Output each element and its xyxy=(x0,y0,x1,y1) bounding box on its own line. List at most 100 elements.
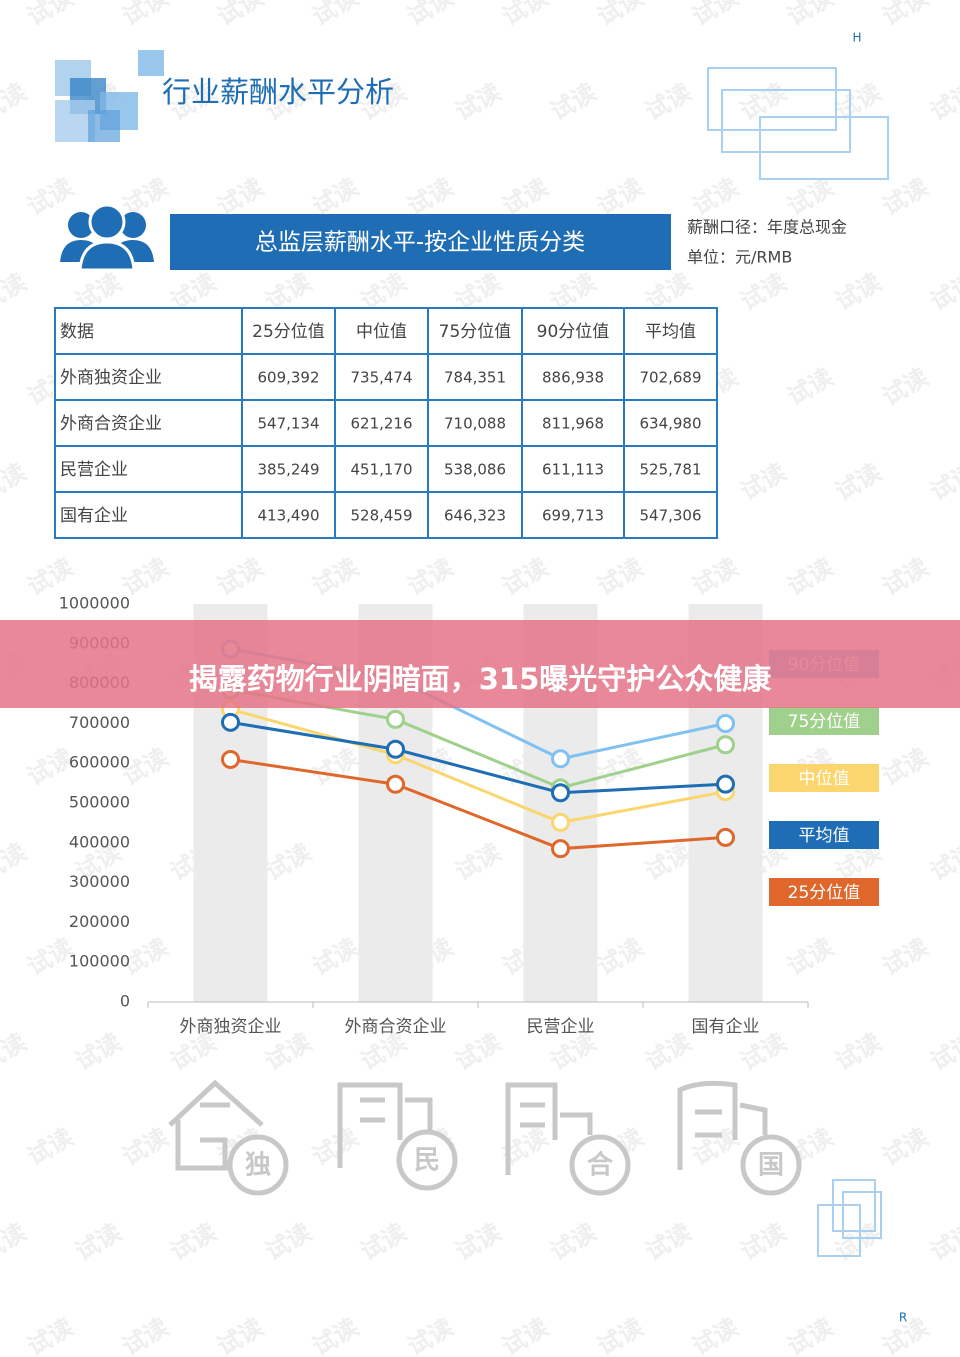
watermark: 试读 xyxy=(593,1313,649,1357)
watermark: 试读 xyxy=(71,1028,127,1076)
watermark: 试读 xyxy=(261,838,317,886)
watermark: 试读 xyxy=(498,1313,554,1357)
watermark: 试读 xyxy=(451,1028,507,1076)
watermark: 试读 xyxy=(831,458,887,506)
watermark: 试读 xyxy=(308,743,364,791)
y-tick-label: 700000 xyxy=(69,713,130,732)
watermark: 试读 xyxy=(451,1218,507,1266)
watermark: 试读 xyxy=(23,1123,79,1171)
table-header-cell: 数据 xyxy=(60,322,94,342)
watermark: 试读 xyxy=(688,0,744,31)
legend-label: 25分位值 xyxy=(788,883,861,903)
watermark: 试读 xyxy=(831,1218,887,1266)
table-cell: 525,781 xyxy=(639,461,701,479)
icon-badges: 独民合国 xyxy=(227,1129,802,1196)
watermark: 试读 xyxy=(403,1313,459,1357)
table-cell: 702,689 xyxy=(639,369,701,387)
table-cell: 621,216 xyxy=(350,415,412,433)
watermark: 试读 xyxy=(0,458,31,506)
watermark: 试读 xyxy=(593,933,649,981)
legend-swatch xyxy=(769,707,879,735)
watermark: 试读 xyxy=(878,933,934,981)
table-cell: 547,134 xyxy=(257,415,319,433)
overlay-text: 揭露药物行业阴暗面，315曝光守护公众健康 xyxy=(189,662,773,696)
watermark: 试读 xyxy=(308,1123,364,1171)
y-tick-label: 400000 xyxy=(69,832,130,851)
watermark: 试读 xyxy=(213,0,269,31)
table-cell: 634,980 xyxy=(639,415,701,433)
watermark: 试读 xyxy=(878,363,934,411)
decor-frames xyxy=(707,67,889,1257)
x-tick-label: 外商合资企业 xyxy=(345,1017,447,1037)
legend-swatch xyxy=(769,878,879,906)
watermark: 试读 xyxy=(23,173,79,221)
table-cell: 538,086 xyxy=(444,461,506,479)
watermark: 试读 xyxy=(451,838,507,886)
watermark: 试读 xyxy=(118,1313,174,1357)
y-tick-label: 600000 xyxy=(69,753,130,772)
watermark: 试读 xyxy=(926,838,960,886)
data-point xyxy=(551,783,570,803)
watermark: 试读 xyxy=(926,458,960,506)
icon-badge-text: 国 xyxy=(758,1151,784,1181)
data-point xyxy=(221,749,240,769)
data-point xyxy=(716,714,735,734)
table-header-cell: 25分位值 xyxy=(252,322,325,342)
data-point xyxy=(386,774,405,794)
watermark: 试读 xyxy=(736,458,792,506)
watermark: 试读 xyxy=(0,268,31,316)
data-point xyxy=(716,774,735,794)
x-tick-label: 国有企业 xyxy=(692,1017,760,1037)
series-line xyxy=(230,707,726,824)
watermark: 试读 xyxy=(546,78,602,126)
watermark: 试读 xyxy=(166,1218,222,1266)
table-cell: 611,113 xyxy=(542,461,604,479)
watermark: 试读 xyxy=(926,268,960,316)
table-header-cell: 平均值 xyxy=(645,322,696,342)
table-cell: 413,490 xyxy=(257,507,319,525)
table-header-cell: 中位值 xyxy=(356,322,407,342)
watermark: 试读 xyxy=(23,1313,79,1357)
table-cell: 710,088 xyxy=(444,415,506,433)
table-cell: 外商合资企业 xyxy=(60,414,162,434)
watermark: 试读 xyxy=(736,1218,792,1266)
data-point xyxy=(386,739,405,759)
watermark: 试读 xyxy=(736,268,792,316)
overlay-band xyxy=(0,620,960,708)
note: 薪酬口径：年度总现金 xyxy=(687,218,847,237)
watermark: 试读 xyxy=(783,173,839,221)
watermark: 试读 xyxy=(308,0,364,31)
icon-badge xyxy=(227,1134,289,1196)
data-point xyxy=(551,839,570,859)
watermark: 试读 xyxy=(308,933,364,981)
table-cell: 国有企业 xyxy=(60,506,128,526)
table-cell: 646,323 xyxy=(444,507,506,525)
watermark: 试读 xyxy=(926,1218,960,1266)
watermark: 试读 xyxy=(641,1028,697,1076)
table-cell: 886,938 xyxy=(542,369,604,387)
table-cell: 451,170 xyxy=(350,461,412,479)
data-point xyxy=(551,812,570,832)
legend-swatch xyxy=(769,764,879,792)
table-border xyxy=(54,307,718,539)
table-cell: 547,306 xyxy=(639,507,701,525)
watermark: 试读 xyxy=(641,838,697,886)
watermark: 试读 xyxy=(783,0,839,31)
watermark: 试读 xyxy=(261,1218,317,1266)
data-point xyxy=(716,735,735,755)
table-cell: 528,459 xyxy=(350,507,412,525)
watermark: 试读 xyxy=(593,0,649,31)
icon-badge xyxy=(569,1134,631,1196)
watermark: 试读 xyxy=(641,1218,697,1266)
data-point xyxy=(221,712,240,732)
watermark: 试读 xyxy=(831,78,887,126)
watermark: 试读 xyxy=(736,78,792,126)
section-banner xyxy=(170,214,671,270)
y-tick-label: 0 xyxy=(120,992,130,1011)
y-tick-label: 200000 xyxy=(69,912,130,931)
people-icon xyxy=(60,203,154,272)
table-cell: 811,968 xyxy=(542,415,604,433)
